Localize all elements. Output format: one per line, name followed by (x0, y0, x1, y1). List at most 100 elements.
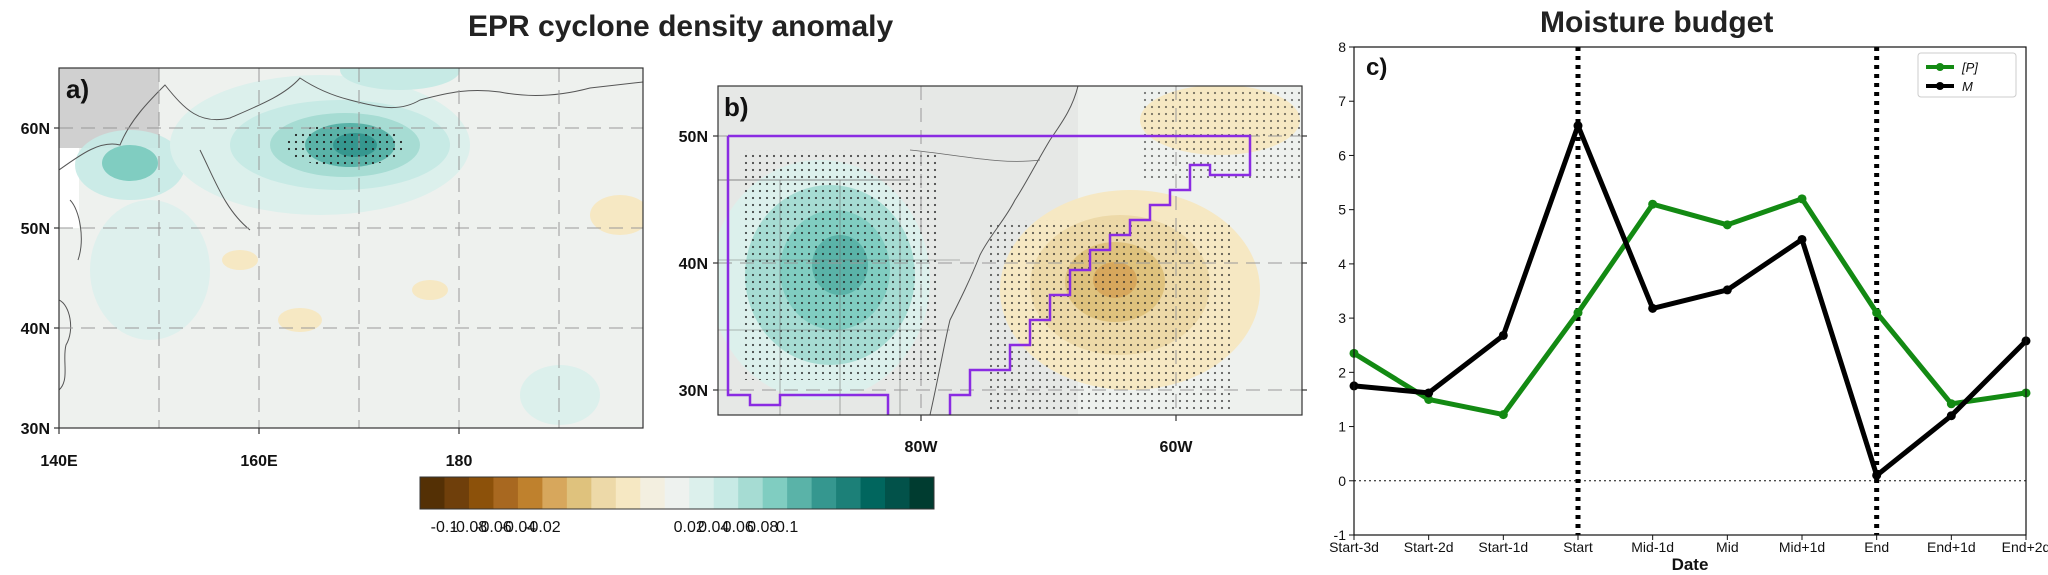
colorbar-swatch (542, 477, 568, 509)
panel-a-frame (58, 67, 644, 429)
panel-a-lat-label: 60N (21, 121, 50, 138)
panel-a-lat-label: 40N (21, 321, 50, 338)
colorbar-swatch (640, 477, 666, 509)
chart-x-tick-label: Mid-1d (1631, 539, 1674, 555)
colorbar-tick-label: -0.02 (524, 519, 561, 536)
chart-data-point (1797, 234, 1807, 244)
colorbar-tick-label: 0.08 (747, 519, 778, 536)
chart-y-tick-label: 8 (1338, 39, 1346, 55)
legend-label: M (1962, 79, 1973, 94)
chart-x-axis-label: Date (1672, 555, 1709, 574)
panel-b-label: b) (724, 92, 749, 122)
chart-data-point (1648, 199, 1658, 209)
chart-data-point (1872, 470, 1882, 480)
chart-data-point (1722, 220, 1732, 230)
colorbar-swatch (591, 477, 617, 509)
chart-y-tick-label: -1 (1334, 527, 1347, 543)
chart-data-point (1872, 308, 1882, 318)
chart-x-tick-label: End (1864, 539, 1889, 555)
chart-x-tick-label: Start-2d (1404, 539, 1454, 555)
chart-y-tick-label: 1 (1338, 419, 1346, 435)
colorbar-swatch (566, 477, 592, 509)
chart-data-point (1722, 285, 1732, 295)
colorbar-swatch (517, 477, 543, 509)
chart-data-point (1573, 121, 1583, 131)
panel-b-lat-label: 50N (679, 129, 708, 146)
panel-b-region-outline (726, 134, 1252, 415)
chart-series-line (1353, 123, 2028, 478)
colorbar-swatch (493, 477, 519, 509)
colorbar-swatch (811, 477, 837, 509)
colorbar-swatch (615, 477, 641, 509)
panel-a-lat-label: 50N (21, 221, 50, 238)
left-figure-title: EPR cyclone density anomaly (468, 10, 894, 43)
colorbar-swatch (444, 477, 470, 509)
colorbar-tick-label: 0.1 (776, 519, 798, 536)
legend-label: [P] (1961, 60, 1978, 75)
panel-a-lon-label: 160E (240, 453, 278, 470)
chart-panel-label: c) (1366, 54, 1387, 81)
panel-a-lon-label: 180 (446, 453, 473, 470)
chart-y-tick-label: 0 (1338, 473, 1346, 489)
colorbar-swatch (713, 477, 739, 509)
chart-x-tick-label: Mid+1d (1779, 539, 1825, 555)
panel-b-map: b) 50N 40N 30N 80W 60W (679, 85, 1307, 456)
chart-x-tick-label: End+1d (1927, 539, 1976, 555)
chart-x-tick-label: Start-1d (1478, 539, 1528, 555)
chart-y-tick-label: 2 (1338, 364, 1346, 380)
colorbar-tick-label: -0.06 (475, 519, 512, 536)
chart-legend: [P] M (1917, 52, 2017, 98)
chart-y-tick-label: 3 (1338, 310, 1346, 326)
panel-a-map: a) 60N 50N 40N 30N 140E 160E 180 (21, 67, 644, 470)
panel-b-frame (717, 85, 1303, 416)
colorbar-tick-label: -0.08 (451, 519, 488, 536)
chart-data-point (1498, 330, 1508, 340)
chart-data-point (1498, 410, 1508, 420)
colorbar-swatch (738, 477, 764, 509)
moisture-budget-chart: -1 0 1 2 3 4 5 6 7 8 Start-3d Start-2d Start-1d Star… (1329, 39, 2048, 574)
colorbar-tick-label: 0.02 (674, 519, 705, 536)
chart-data-point (1424, 388, 1434, 398)
chart-data-point (1946, 411, 1956, 421)
colorbar-swatch (860, 477, 886, 509)
colorbar-swatch (664, 477, 690, 509)
panel-a-label: a) (66, 74, 89, 104)
chart-x-tick-label: Mid (1716, 539, 1739, 555)
panel-a-coastline (59, 77, 643, 171)
chart-y-tick-label: 6 (1338, 147, 1346, 163)
colorbar-tick-label: 0.04 (698, 519, 729, 536)
panel-a-grid (59, 68, 643, 428)
chart-y-tick-label: 7 (1338, 93, 1346, 109)
chart-x-tick-label: Start (1563, 539, 1593, 555)
chart-x-tick-label: End+2d (2002, 539, 2048, 555)
panel-a-lon-label: 140E (40, 453, 78, 470)
colorbar-swatch (885, 477, 911, 509)
right-figure-title: Moisture budget (1540, 6, 1774, 39)
chart-data-point (1946, 399, 1956, 409)
panel-b-coastline (929, 86, 1079, 415)
panel-a-stippling (285, 123, 405, 167)
chart-y-tick-label: 5 (1338, 202, 1346, 218)
chart-series-line (1352, 196, 2027, 418)
chart-frame (1353, 46, 2027, 536)
colorbar-frame (419, 476, 935, 510)
colorbar-tick-label: 0.06 (723, 519, 754, 536)
chart-y-tick-label: 4 (1338, 256, 1346, 272)
colorbar: -0.1-0.08-0.06-0.04-0.02 0.020.040.060.08… (419, 476, 935, 536)
chart-data-point (1573, 308, 1583, 318)
colorbar-tick-label: -0.04 (500, 519, 537, 536)
panel-b-lon-label: 80W (905, 439, 939, 456)
panel-b-stippling-east (990, 220, 1230, 410)
colorbar-swatch (420, 477, 445, 509)
colorbar-swatch (836, 477, 862, 509)
panel-b-lat-label: 30N (679, 383, 708, 400)
chart-x-tick-label: Start-3d (1329, 539, 1379, 555)
colorbar-swatch (909, 477, 935, 509)
chart-data-point (1648, 303, 1658, 313)
chart-data-point (1424, 394, 1434, 404)
colorbar-swatch (762, 477, 788, 509)
panel-a-lat-label: 30N (21, 421, 50, 438)
panel-b-lon-label: 60W (1160, 439, 1194, 456)
colorbar-tick-label: -0.1 (431, 519, 459, 536)
colorbar-swatch (787, 477, 813, 509)
